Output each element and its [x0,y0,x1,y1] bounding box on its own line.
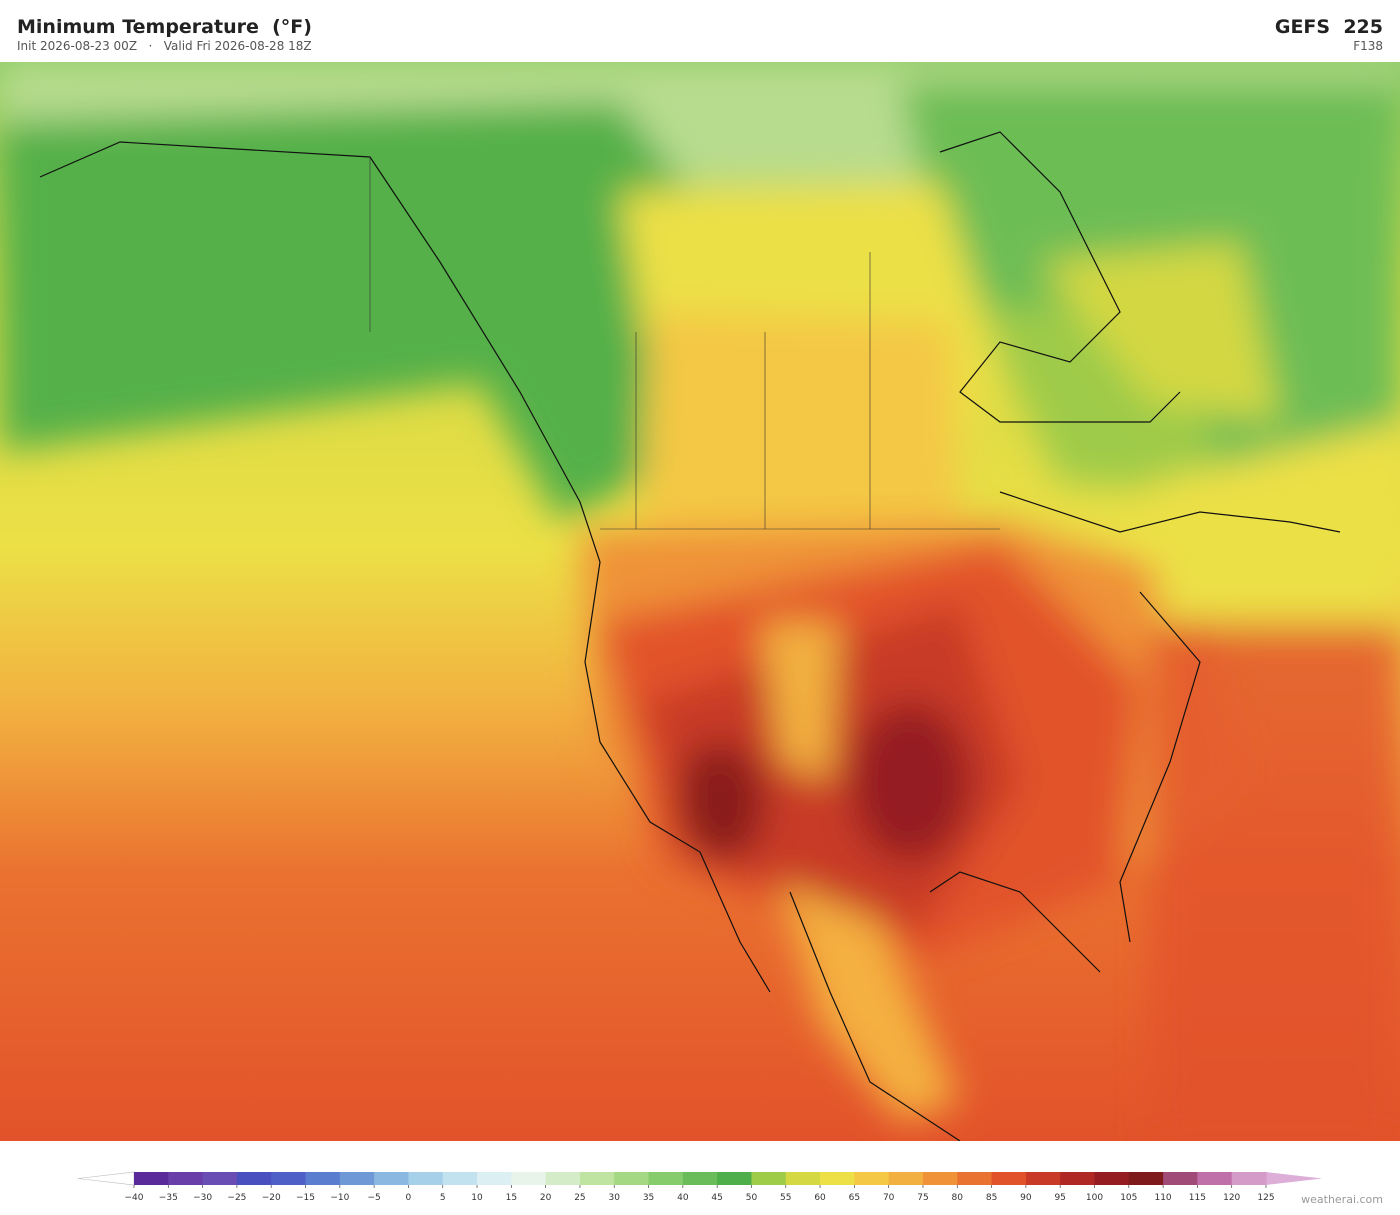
tick-label: −35 [159,1193,178,1203]
color-swatch [888,1172,924,1185]
tick-label: 85 [986,1193,997,1203]
tick-label: 15 [506,1193,517,1203]
color-swatch [648,1172,684,1185]
tick-label: 70 [883,1193,895,1203]
tick-label: 95 [1054,1193,1065,1203]
tick-label: 55 [780,1193,791,1203]
tick-label: −30 [193,1193,212,1203]
tick-label: −15 [296,1193,315,1203]
tick-label: 20 [540,1193,552,1203]
tick-label: 115 [1189,1193,1206,1203]
color-swatch [1025,1172,1061,1185]
tick-label: −10 [330,1193,349,1203]
color-swatch [1197,1172,1233,1185]
color-swatch [1128,1172,1164,1185]
color-swatch [168,1172,204,1185]
color-swatch [751,1172,787,1185]
title: Minimum Temperature (°F) [17,16,312,38]
color-swatch [717,1172,752,1185]
watermark: weatherai.com [1301,1193,1383,1206]
color-swatch [682,1172,718,1185]
under-extension [77,1171,135,1186]
map [0,62,1400,1141]
tick-label: 125 [1257,1193,1274,1203]
tick-label: 30 [609,1193,621,1203]
color-swatch [614,1172,650,1185]
model: GEFS 225 [1274,16,1383,38]
tick-label: 105 [1120,1193,1137,1203]
tick-label: 65 [849,1193,860,1203]
tick-label: −20 [262,1193,281,1203]
color-swatch [236,1172,272,1185]
tick-label: 10 [471,1193,483,1203]
tick-label: 100 [1086,1193,1103,1203]
color-swatch [305,1172,341,1185]
color-swatch [957,1172,993,1185]
tick-label: 120 [1223,1193,1240,1203]
over-extension [1266,1172,1322,1185]
tick-label: 60 [814,1193,826,1203]
color-swatch [785,1172,821,1185]
tick-label: 110 [1154,1193,1171,1203]
tick-label: −40 [125,1193,144,1203]
color-swatch [1231,1172,1267,1185]
tick-label: −5 [367,1193,380,1203]
tick-label: 40 [677,1193,689,1203]
color-swatch [511,1172,547,1185]
tick-label: 25 [574,1193,585,1203]
color-swatch [1163,1172,1198,1185]
color-swatch [442,1172,478,1185]
tick-label: 90 [1020,1193,1032,1203]
color-swatch [922,1172,958,1185]
tick-label: 0 [406,1193,412,1203]
subtitle: Init 2026-08-23 00Z · Valid Fri 2026-08-… [17,39,312,53]
color-swatch [545,1172,581,1185]
tick-label: 5 [440,1193,446,1203]
color-swatch [1094,1172,1130,1185]
color-swatch [339,1172,375,1185]
tick-label: 45 [711,1193,722,1203]
color-swatch [579,1172,615,1185]
color-swatch [820,1172,855,1185]
color-swatch [477,1172,512,1185]
color-swatch [1060,1172,1095,1185]
color-swatch [271,1172,307,1185]
tick-label: −25 [227,1193,246,1203]
color-swatch [854,1172,890,1185]
colorbar: −40 −35 −30 −25 −20 −15 −10 −5 0 5 10 15 20 25 30 35 40 4… [77,1171,1322,1203]
forecast-hour: F138 [1353,39,1383,53]
tick-label: 35 [643,1193,654,1203]
color-swatch [374,1172,409,1185]
color-swatch [202,1172,238,1185]
tick-label: 80 [952,1193,964,1203]
tick-label: 75 [917,1193,928,1203]
color-swatch [991,1172,1027,1185]
tick-label: 50 [746,1193,758,1203]
color-swatch [408,1172,444,1185]
color-swatch [134,1172,169,1185]
